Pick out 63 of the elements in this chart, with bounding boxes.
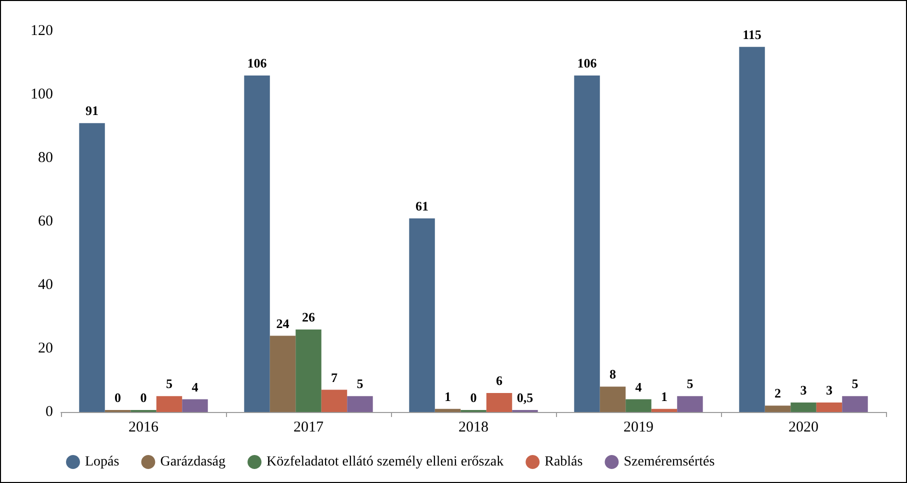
- data-label: 5: [356, 376, 364, 392]
- bar: [739, 46, 765, 412]
- data-label: 7: [330, 370, 338, 385]
- data-label: 115: [742, 26, 762, 42]
- legend-label: Garázdaság: [160, 454, 226, 470]
- data-label: 5: [166, 376, 173, 392]
- x-tick-label: 2020: [788, 420, 818, 436]
- bar: [347, 396, 373, 412]
- data-label: 61: [416, 198, 429, 214]
- bar: [651, 408, 678, 412]
- data-label: 2: [774, 386, 782, 401]
- bar: [244, 75, 270, 412]
- bar: [790, 402, 816, 412]
- bar: [764, 406, 791, 412]
- data-label: 1: [660, 388, 668, 404]
- bar: [816, 402, 842, 412]
- bar: [270, 336, 296, 412]
- data-label: 0: [140, 390, 147, 405]
- x-tick-label: 2018: [458, 420, 488, 436]
- data-label: 0,5: [516, 390, 534, 405]
- x-tick-label: 2017: [294, 420, 324, 436]
- data-label: 1: [444, 388, 452, 404]
- bar: [296, 329, 322, 412]
- data-label: 8: [610, 366, 617, 382]
- y-tick-label: 40: [38, 277, 53, 293]
- data-label: 26: [302, 309, 316, 324]
- data-label: 5: [686, 376, 694, 392]
- legend-label: Közfeladatot ellátó személy elleni erőszak: [266, 454, 504, 470]
- bar: [182, 399, 208, 412]
- bar: [486, 392, 512, 412]
- y-tick-label: 0: [46, 404, 53, 420]
- legend-label: Rablás: [544, 454, 583, 470]
- bar: [156, 396, 182, 412]
- data-label: 4: [192, 379, 199, 394]
- bar: [321, 390, 348, 412]
- data-label: 6: [496, 372, 503, 388]
- y-tick-label: 80: [38, 150, 53, 166]
- y-tick-label: 100: [30, 86, 53, 102]
- y-tick-label: 120: [30, 23, 53, 39]
- data-label: 91: [86, 103, 99, 118]
- data-label: 24: [276, 316, 290, 331]
- data-label: 106: [247, 55, 268, 70]
- data-label: 4: [635, 379, 642, 394]
- y-tick-label: 60: [38, 214, 53, 230]
- x-tick-label: 2019: [624, 420, 654, 436]
- y-tick-label: 20: [38, 340, 53, 356]
- bar: [626, 399, 652, 412]
- x-tick-label: 2016: [128, 420, 159, 436]
- data-label: 5: [852, 376, 859, 392]
- bar: [434, 408, 461, 412]
- data-label: 0: [114, 390, 122, 405]
- legend-label: Szeméremsértés: [624, 454, 715, 470]
- bar: [574, 75, 600, 412]
- data-label: 106: [577, 55, 598, 70]
- bar: [842, 396, 868, 412]
- data-label: 0: [470, 390, 477, 405]
- data-label: 3: [826, 382, 833, 398]
- bar: [677, 396, 703, 412]
- bar: [79, 123, 105, 412]
- bar: [600, 386, 626, 412]
- data-label: 3: [800, 382, 808, 398]
- bar: [409, 218, 435, 412]
- legend-label: Lopás: [85, 454, 120, 470]
